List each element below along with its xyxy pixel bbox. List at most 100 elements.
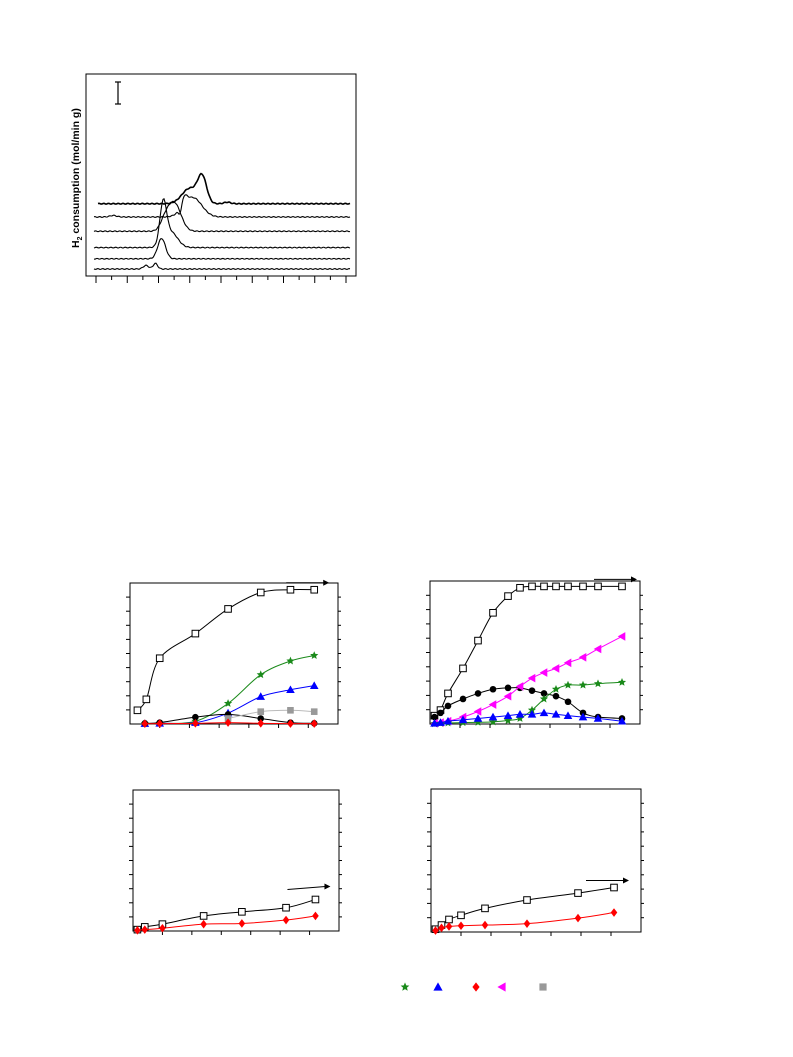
- series-left-triangle-point: [488, 700, 497, 709]
- series-open-square-point: [142, 695, 151, 704]
- series-left-triangle-point: [593, 644, 602, 654]
- series-diamond-point: [523, 919, 531, 928]
- series-open-square-point: [224, 605, 232, 613]
- tpr-panel: [85, 73, 357, 283]
- series-left-triangle-point: [578, 652, 587, 662]
- series-open-square-point: [133, 706, 142, 715]
- series-triangle-point: [309, 681, 319, 689]
- series-triangle-point: [578, 712, 588, 721]
- series-left-triangle-point: [563, 658, 572, 668]
- series-triangle-point: [256, 692, 266, 700]
- series-diamond-point: [438, 923, 445, 933]
- series-diamond-point: [159, 923, 166, 933]
- series-open-square-point: [310, 585, 319, 594]
- series-filled-square-point: [310, 708, 318, 715]
- legend-marker-triangle: [433, 982, 443, 991]
- series-open-square-point: [155, 654, 164, 663]
- series-open-square-point: [489, 609, 497, 617]
- series-triangle-point: [539, 708, 549, 717]
- series-open-square-point: [610, 883, 618, 892]
- series-open-square-point: [594, 582, 602, 591]
- series-star-point: [617, 678, 627, 686]
- series-triangle-point: [430, 719, 439, 727]
- series-triangle-point: [551, 709, 561, 718]
- series-open-square-point: [523, 896, 531, 904]
- series-star-point: [286, 656, 295, 665]
- series-filled-circle-point: [431, 713, 438, 721]
- series-open-square-point: [474, 636, 482, 645]
- tpr-trace: [93, 194, 351, 218]
- tpr-trace: [97, 172, 351, 205]
- series-open-square-point: [574, 889, 582, 897]
- series-filled-circle-point: [192, 713, 199, 721]
- series-open-square-point: [311, 895, 320, 904]
- series-open-square-point: [528, 582, 536, 591]
- series-filled-circle-point: [540, 690, 548, 697]
- series-left-triangle-point: [473, 707, 482, 716]
- series-left-triangle-point: [503, 691, 512, 701]
- series-filled-circle-point: [474, 690, 482, 697]
- series-open-square-point: [564, 582, 572, 591]
- series-diamond-point: [141, 925, 149, 934]
- series-diamond-point: [200, 919, 207, 929]
- series-diamond-point: [224, 718, 232, 727]
- tpr-trace: [93, 198, 351, 249]
- series-filled-circle-point: [489, 685, 497, 693]
- series-diamond-point: [257, 719, 265, 728]
- series-arrow-head: [623, 877, 629, 884]
- series-left-triangle-point: [539, 668, 548, 677]
- series-star-point: [515, 714, 525, 722]
- series-diamond-point: [134, 926, 141, 935]
- series-open-square-point: [282, 903, 290, 912]
- series-triangle-point: [503, 711, 513, 719]
- series-star-point: [539, 694, 549, 703]
- series-open-square-point: [444, 689, 452, 698]
- legend-marker-left-triangle: [497, 982, 506, 992]
- series-triangle-point: [515, 709, 525, 718]
- series-star-point: [551, 684, 561, 693]
- series-diamond-point: [481, 920, 489, 930]
- series-open-square-point: [256, 588, 265, 597]
- tpr-trace: [93, 262, 351, 270]
- legend-row: [400, 982, 547, 992]
- series-left-triangle-line: [434, 635, 623, 724]
- tpr-frame: [85, 73, 357, 277]
- series-open-square-point: [540, 582, 548, 591]
- series-open-square-point: [481, 904, 489, 913]
- series-left-triangle-point: [515, 682, 524, 691]
- series-star-point: [223, 699, 233, 707]
- series-filled-circle-point: [552, 692, 560, 700]
- series-diamond-point: [238, 919, 246, 928]
- series-diamond-point: [282, 915, 290, 925]
- series-triangle-point: [443, 716, 453, 725]
- series-star-point: [488, 717, 498, 726]
- series-triangle-point: [473, 714, 483, 722]
- series-open-square-point: [457, 911, 465, 920]
- legend-marker-filled-square: [539, 983, 547, 991]
- tpr-trace: [93, 200, 351, 233]
- series-star-point: [310, 651, 319, 659]
- series-diamond-point: [310, 719, 318, 728]
- series-triangle-point: [563, 711, 573, 719]
- series-triangle-point: [527, 709, 537, 718]
- series-open-square-point: [579, 582, 587, 591]
- series-open-square-point: [552, 582, 560, 591]
- series-star-point: [473, 718, 483, 726]
- series-star-point: [593, 679, 603, 688]
- series-filled-square-point: [287, 707, 294, 714]
- series-diamond-point: [574, 913, 582, 923]
- series-open-square-point: [618, 582, 626, 591]
- series-open-square-point: [504, 592, 512, 600]
- series-open-square-point: [445, 915, 453, 924]
- series-filled-square-line: [227, 709, 315, 720]
- series-filled-circle-point: [257, 715, 265, 722]
- tpr-trace: [93, 237, 351, 260]
- series-star-point: [256, 670, 265, 679]
- series-filled-circle-point: [528, 687, 536, 694]
- series-open-square-point: [459, 664, 467, 673]
- panel-d-frame: [430, 788, 642, 933]
- series-star-point: [563, 680, 573, 689]
- series-arrow: [287, 885, 326, 890]
- series-diamond-point: [432, 926, 439, 935]
